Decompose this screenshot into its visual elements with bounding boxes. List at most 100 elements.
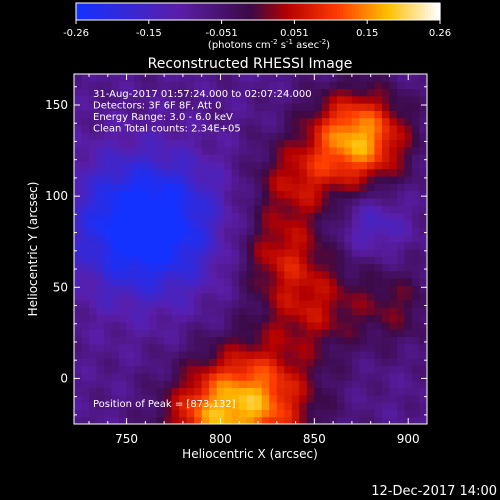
- heatmap-cell: [314, 190, 323, 199]
- heatmap-cell: [179, 256, 188, 265]
- heatmap-cell: [321, 372, 330, 381]
- heatmap-cell: [239, 256, 248, 265]
- heatmap-cell: [89, 321, 98, 330]
- heatmap-cell: [284, 146, 293, 155]
- heatmap-cell: [366, 190, 375, 199]
- heatmap-cell: [411, 343, 420, 352]
- heatmap-cell: [314, 103, 323, 111]
- heatmap-cell: [74, 409, 83, 418]
- heatmap-cell: [141, 416, 150, 425]
- heatmap-cell: [396, 241, 405, 250]
- heatmap-cell: [329, 110, 338, 119]
- heatmap-cell: [246, 314, 255, 323]
- heatmap-cell: [179, 139, 188, 148]
- heatmap-cell: [404, 190, 413, 199]
- heatmap-cell: [201, 402, 210, 410]
- heatmap-cell: [284, 292, 293, 301]
- colorbar-segment: [124, 3, 129, 20]
- heatmap-cell: [149, 409, 158, 418]
- heatmap-cell: [74, 256, 83, 265]
- heatmap-cell: [411, 387, 420, 396]
- heatmap-cell: [314, 380, 323, 389]
- heatmap-cell: [381, 117, 390, 126]
- heatmap-cell: [404, 365, 413, 374]
- heatmap-cell: [269, 125, 278, 133]
- heatmap-cell: [111, 285, 120, 294]
- heatmap-cell: [299, 351, 308, 359]
- heatmap-cell: [179, 387, 188, 396]
- heatmap-cell: [96, 263, 105, 272]
- heatmap-cell: [194, 270, 203, 279]
- heatmap-cell: [299, 263, 308, 272]
- heatmap-cell: [389, 387, 398, 396]
- heatmap-cell: [134, 292, 143, 301]
- heatmap-cell: [269, 329, 278, 337]
- heatmap-cell: [306, 234, 315, 243]
- heatmap-cell: [374, 365, 383, 374]
- heatmap-cell: [209, 416, 218, 425]
- heatmap-cell: [171, 161, 180, 170]
- heatmap-cell: [261, 234, 270, 243]
- heatmap-cell: [276, 205, 285, 214]
- heatmap-cell: [374, 197, 383, 206]
- heatmap-cell: [216, 95, 225, 104]
- heatmap-cell: [81, 358, 90, 367]
- heatmap-cell: [231, 110, 240, 119]
- heatmap-cell: [284, 365, 293, 374]
- heatmap-cell: [269, 197, 278, 206]
- heatmap-cell: [374, 190, 383, 199]
- heatmap-cell: [74, 329, 83, 337]
- heatmap-cell: [104, 212, 113, 221]
- heatmap-cell: [246, 256, 255, 265]
- heatmap-cell: [74, 336, 83, 345]
- heatmap-cell: [231, 329, 240, 337]
- heatmap-cell: [396, 234, 405, 243]
- heatmap-cell: [134, 285, 143, 294]
- heatmap-cell: [246, 409, 255, 418]
- heatmap-cell: [276, 103, 285, 111]
- heatmap-cell: [396, 103, 405, 111]
- heatmap-cell: [96, 416, 105, 425]
- heatmap-cell: [284, 321, 293, 330]
- heatmap-cell: [389, 358, 398, 367]
- heatmap-cell: [141, 110, 150, 119]
- heatmap-cell: [171, 139, 180, 148]
- heatmap-cell: [269, 212, 278, 221]
- heatmap-cell: [269, 183, 278, 192]
- heatmap-cell: [291, 227, 300, 235]
- heatmap-cell: [149, 256, 158, 265]
- heatmap-cell: [156, 402, 165, 410]
- heatmap-cell: [224, 300, 233, 308]
- heatmap-cell: [156, 263, 165, 272]
- heatmap-cell: [186, 321, 195, 330]
- heatmap-cell: [299, 329, 308, 337]
- heatmap-cell: [299, 358, 308, 367]
- heatmap-cell: [276, 329, 285, 337]
- heatmap-cell: [156, 227, 165, 235]
- heatmap-cell: [149, 139, 158, 148]
- heatmap-cell: [366, 321, 375, 330]
- heatmap-cell: [381, 190, 390, 199]
- heatmap-cell: [231, 176, 240, 184]
- heatmap-cell: [171, 81, 180, 90]
- heatmap-cell: [96, 183, 105, 192]
- heatmap-cell: [81, 132, 90, 141]
- heatmap-cell: [194, 278, 203, 286]
- heatmap-cell: [389, 132, 398, 141]
- heatmap-cell: [179, 146, 188, 155]
- heatmap-cell: [216, 146, 225, 155]
- heatmap-cell: [329, 234, 338, 243]
- heatmap-cell: [374, 227, 383, 235]
- heatmap-cell: [246, 380, 255, 389]
- heatmap-cell: [111, 314, 120, 323]
- heatmap-cell: [254, 292, 263, 301]
- colorbar-segment: [248, 3, 253, 20]
- heatmap-cell: [126, 219, 135, 228]
- heatmap-cell: [396, 183, 405, 192]
- heatmap-cell: [231, 307, 240, 316]
- heatmap-cell: [276, 249, 285, 257]
- heatmap-cell: [404, 234, 413, 243]
- heatmap-cell: [194, 343, 203, 352]
- heatmap-cell: [411, 321, 420, 330]
- heatmap-cell: [336, 380, 345, 389]
